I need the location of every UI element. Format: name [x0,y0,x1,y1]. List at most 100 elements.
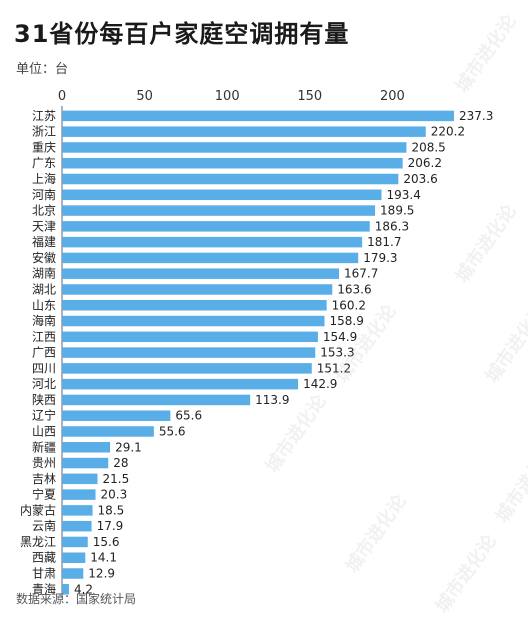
value-label: 160.2 [332,298,366,312]
category-labels: 江苏浙江重庆广东上海河南北京天津福建安徽湖南湖北山东海南江西广西四川河北陕西辽宁… [20,109,56,596]
category-label: 湖南 [32,266,56,281]
value-label: 17.9 [97,519,124,533]
category-label: 江苏 [32,109,56,123]
bar [62,536,88,548]
bar [62,552,86,563]
bar [62,126,426,137]
value-label: 142.9 [303,377,337,391]
x-tick-label: 200 [380,89,405,104]
category-label: 山西 [32,424,56,438]
bar [62,142,407,153]
category-label: 北京 [32,204,56,218]
bar [62,378,299,390]
bar [62,189,382,201]
value-label: 14.1 [90,551,117,565]
bar [62,568,84,579]
x-axis-ticks: 0 50 100 150 200 [58,89,405,104]
category-label: 河南 [32,187,56,202]
x-tick-label: 0 [58,89,66,104]
category-label: 安徽 [32,250,56,265]
category-label: 广东 [32,156,56,170]
source-note: 数据来源：国家统计局 [16,592,137,606]
category-label: 新疆 [32,439,56,454]
value-label: 21.5 [103,472,130,486]
value-label: 167.7 [344,267,378,281]
category-label: 云南 [32,518,56,533]
bar [62,205,376,216]
category-label: 西藏 [32,551,56,565]
value-label: 206.2 [408,156,442,170]
bar [62,236,363,248]
bar [62,363,312,374]
category-label: 内蒙古 [20,502,56,517]
bar [62,394,251,406]
category-label: 吉林 [32,472,56,486]
bar [62,584,69,595]
value-label: 203.6 [403,172,437,186]
value-label: 154.9 [323,330,357,344]
value-label: 220.2 [431,125,465,139]
category-label: 辽宁 [32,408,56,423]
chart-title: 31省份每百户家庭空调拥有量 [14,20,350,48]
bar [62,173,399,185]
category-label: 海南 [32,313,56,328]
category-label: 湖北 [32,281,56,296]
value-label: 153.3 [320,346,354,360]
category-label: 广西 [32,346,56,360]
x-tick-label: 50 [136,89,153,104]
category-label: 宁夏 [32,487,56,502]
bar [62,410,171,421]
value-label: 29.1 [115,440,142,454]
category-label: 陕西 [32,392,56,407]
value-label: 55.6 [159,424,186,438]
bar [62,442,111,453]
bars-group [62,110,455,595]
value-label: 4.2 [74,582,93,596]
value-label: 20.3 [101,488,128,502]
value-label: 189.5 [380,204,414,218]
category-label: 福建 [32,234,56,249]
value-label: 12.9 [88,567,115,581]
bar [62,110,455,122]
value-label: 179.3 [363,251,397,265]
value-label: 158.9 [330,314,364,328]
bar [62,457,109,469]
bar [62,489,96,500]
value-label: 113.9 [255,393,289,407]
bar [62,268,340,279]
bar [62,473,98,485]
value-label: 15.6 [93,535,120,549]
category-label: 浙江 [32,125,56,139]
category-label: 重庆 [32,140,56,154]
bar [62,300,327,311]
value-label: 193.4 [386,188,420,202]
category-label: 甘肃 [32,567,56,581]
bar [62,505,93,516]
category-label: 山东 [32,298,56,312]
value-label: 208.5 [411,140,445,154]
category-label: 四川 [32,361,56,375]
value-label: 186.3 [375,219,409,233]
x-tick-label: 150 [297,89,322,104]
value-label: 65.6 [175,409,202,423]
bar [62,221,370,232]
category-label: 青海 [32,581,56,596]
bar [62,347,316,358]
value-label: 151.2 [317,361,351,375]
x-tick-label: 100 [215,89,240,104]
bar [62,520,92,532]
value-label: 163.6 [337,282,371,296]
unit-label: 单位：台 [16,62,69,77]
bar [62,284,333,295]
value-label: 181.7 [367,235,401,249]
bar [62,157,403,169]
bar [62,426,154,437]
bar [62,252,359,264]
category-label: 天津 [32,219,56,233]
category-label: 贵州 [32,456,56,470]
category-label: 河北 [32,377,56,391]
value-label: 18.5 [98,503,125,517]
bar [62,315,325,327]
